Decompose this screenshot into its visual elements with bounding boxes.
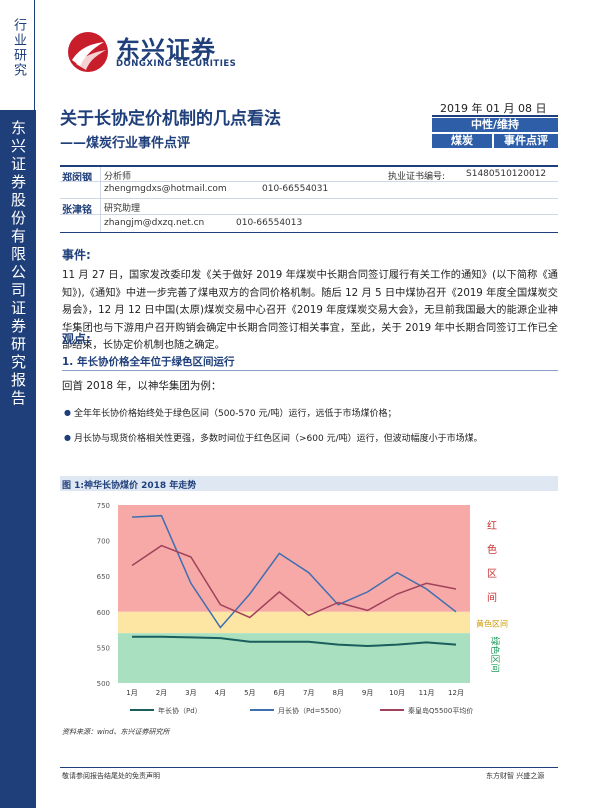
zone-label-yellow: 黄色区间 — [476, 618, 508, 628]
y-tick-label: 750 — [97, 502, 110, 510]
zone-label-red-char: 红 — [487, 519, 497, 532]
analyst-2-role: 研究助理 — [104, 204, 141, 214]
logo-name-en: DONGXING SECURITIES — [116, 59, 237, 69]
series-line-1 — [131, 514, 457, 629]
figure-title-bar — [60, 476, 558, 491]
zone-label-red-char: 色 — [487, 543, 497, 556]
footer-slogan: 东方财智 兴盛之源 — [486, 772, 545, 780]
x-tick-label: 3月 — [185, 689, 196, 697]
analyst-table-bottom — [60, 232, 558, 233]
analyst-1-name: 郑闵钢 — [62, 173, 92, 184]
x-tick-label: 12月 — [448, 689, 464, 697]
analyst-1-cert-label: 执业证书编号: — [388, 172, 446, 182]
series-line-2 — [131, 544, 457, 619]
report-category: 行业研究 — [11, 18, 26, 78]
date-divider — [432, 115, 558, 117]
footer-disclaimer: 敬请参阅报告结尾处的免责声明 — [62, 772, 160, 780]
event-paragraph: 11 月 27 日，国家发改委印发《关于做好 2019 年煤炭中长期合同签订履行… — [62, 270, 558, 352]
analyst-row-line — [60, 214, 558, 215]
zone-label-green: 绿色区间 — [489, 637, 501, 673]
zone-label-red-char: 区 — [487, 568, 497, 580]
y-tick-label: 700 — [97, 538, 110, 546]
rating-badge: 中性/维持 — [432, 118, 558, 132]
x-tick-label: 8月 — [332, 689, 343, 697]
report-type-tag: 事件点评 — [494, 134, 558, 148]
report-title: 关于长协定价机制的几点看法 — [60, 109, 281, 129]
x-tick-label: 1月 — [126, 689, 137, 697]
legend-label: 秦皇岛Q5500平均价 — [408, 706, 473, 715]
analyst-2-name: 张津铭 — [62, 205, 92, 216]
analyst-1-phone: 010-66554031 — [262, 184, 329, 194]
zone-band-2 — [118, 633, 470, 683]
analyst-1-cert: S1480510120012 — [466, 169, 547, 179]
x-tick-label: 10月 — [389, 689, 405, 697]
event-heading: 事件: — [62, 248, 91, 262]
viewpoint-heading: 观点: — [62, 332, 91, 346]
logo-name-cn: 东兴证券 — [116, 36, 216, 64]
bullet-icon: ● — [64, 408, 71, 417]
report-issuer-label: 东兴证券股份有限公司证券研究报告 — [9, 120, 27, 408]
review-text: 回首 2018 年，以神华集团为例： — [62, 380, 222, 392]
sidebar-band — [0, 110, 36, 808]
analyst-2-email[interactable]: zhangjm@dxzq.net.cn — [104, 218, 205, 228]
analyst-col-divider — [100, 167, 101, 233]
logo-icon — [68, 32, 108, 72]
legend-label: 年长协（Pd） — [158, 706, 202, 715]
report-date: 2019 年 01 月 08 日 — [440, 102, 547, 115]
x-tick-label: 5月 — [244, 689, 255, 697]
y-tick-label: 650 — [97, 573, 110, 581]
analyst-table-top — [60, 165, 558, 167]
legend-label: 月长协（Pd=5500） — [278, 706, 345, 715]
bullet-icon: ● — [64, 433, 71, 442]
x-tick-label: 6月 — [274, 689, 285, 697]
subheading-divider — [62, 370, 558, 371]
y-tick-label: 500 — [97, 680, 110, 688]
y-tick-label: 600 — [97, 609, 110, 617]
figure-title: 图 1:神华长协煤价 2018 年走势 — [62, 481, 197, 491]
bullet-item: 全年年长协价格始终处于绿色区间（500-570 元/吨）运行，远低于市场煤价格； — [74, 409, 397, 419]
x-tick-label: 11月 — [419, 689, 435, 697]
analyst-row-line — [60, 198, 558, 199]
bullet-item: 月长协与现货价格相关性更强，多数时间位于红色区间（>600 元/吨）运行，但波动… — [74, 434, 483, 444]
industry-tag: 煤炭 — [432, 134, 492, 148]
zone-band-0 — [118, 505, 470, 612]
series-line-0 — [132, 635, 457, 648]
x-tick-label: 9月 — [362, 689, 373, 697]
x-tick-label: 7月 — [303, 689, 314, 697]
footer-divider — [60, 767, 558, 768]
analyst-2-phone: 010-66554013 — [236, 218, 303, 228]
analyst-1-role: 分析师 — [104, 172, 132, 182]
analyst-1-email[interactable]: zhengmgdxs@hotmail.com — [104, 184, 227, 194]
x-tick-label: 2月 — [156, 689, 167, 697]
sidebar-top — [0, 0, 35, 110]
viewpoint-subheading: 1. 年长协价格全年位于绿色区间运行 — [62, 356, 235, 368]
x-tick-label: 4月 — [215, 689, 226, 697]
figure-source: 资料来源：wind、东兴证券研究所 — [62, 728, 170, 736]
zone-band-1 — [118, 611, 470, 634]
zone-label-red-char: 间 — [487, 591, 497, 604]
analyst-row-line — [60, 181, 558, 182]
report-subtitle: ——煤炭行业事件点评 — [60, 136, 191, 151]
y-tick-label: 550 — [97, 644, 110, 652]
